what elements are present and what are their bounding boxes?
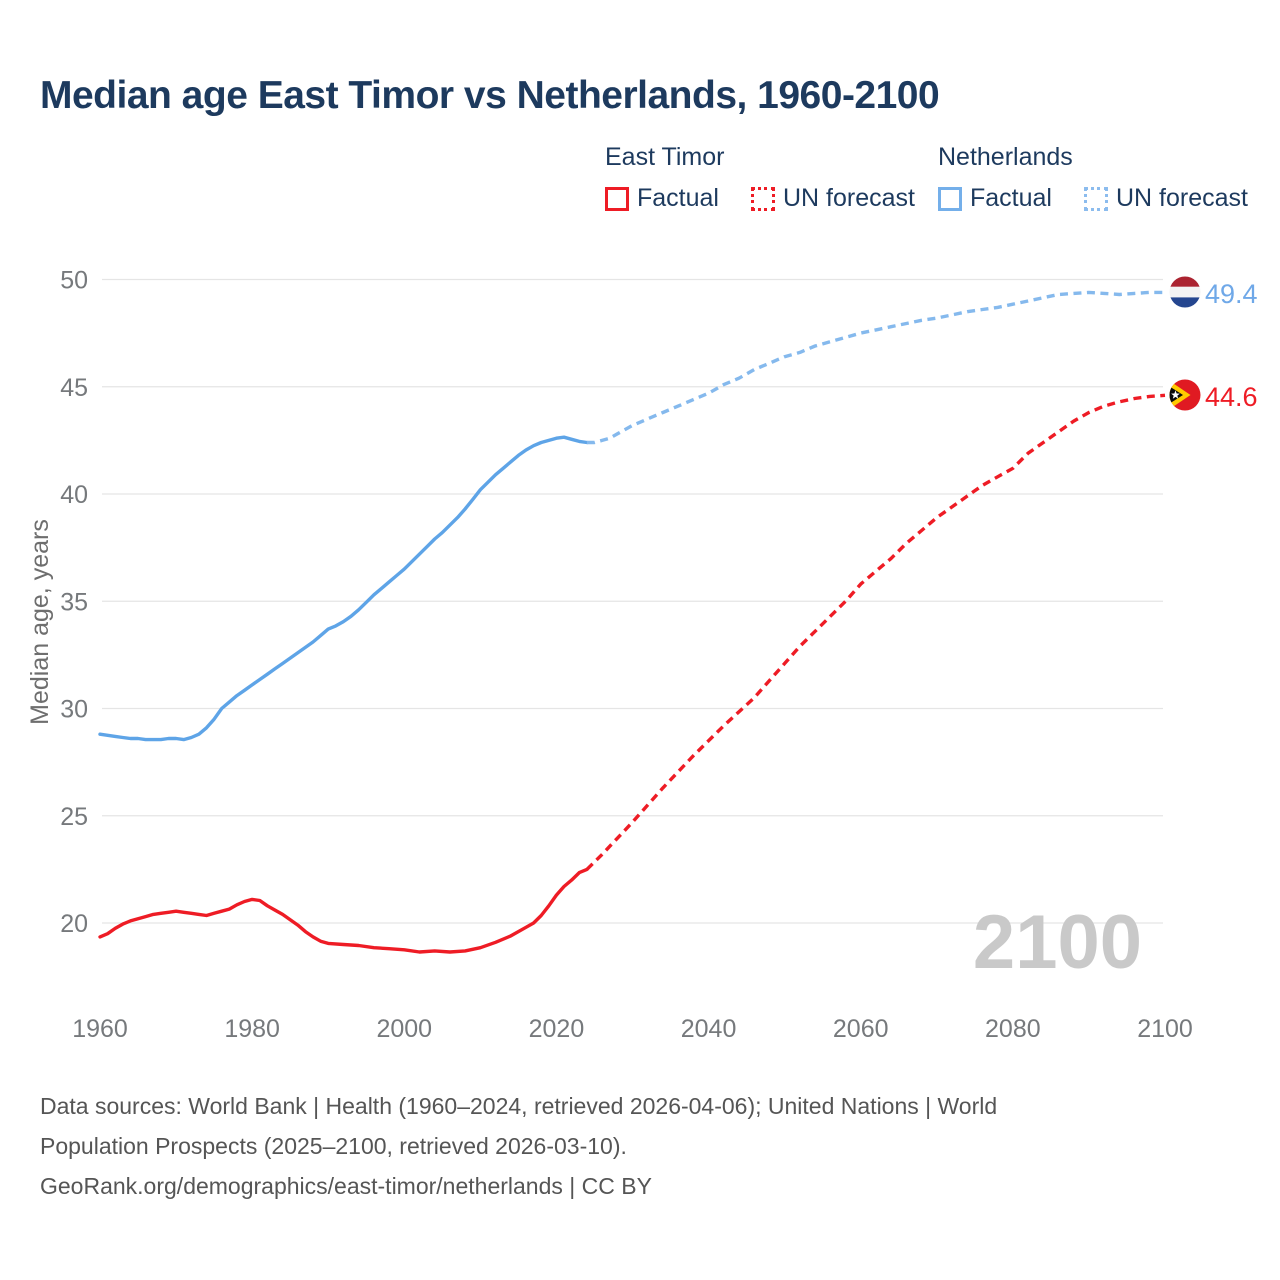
legend-item-east-timor-forecast: UN forecast — [782, 184, 915, 212]
series-line — [98, 867, 589, 954]
x-axis-tick-label: 2040 — [681, 1015, 737, 1043]
x-axis-tick-label: 1980 — [224, 1015, 280, 1043]
legend-swatch-netherlands-forecast-icon — [1083, 186, 1108, 211]
legend-group-east-timor: East Timor Factual UN forecast — [605, 143, 915, 213]
legend-items-east-timor: Factual UN forecast — [605, 184, 915, 213]
legend-group-title: East Timor — [605, 143, 725, 171]
legend-item-east-timor-factual: Factual — [637, 184, 719, 212]
y-axis-tick-label: 40 — [60, 481, 88, 509]
y-axis-tick-label: 45 — [60, 374, 88, 402]
series-line — [585, 393, 1166, 871]
netherlands-flag-icon — [1169, 276, 1201, 308]
y-axis-tick-label: 50 — [60, 267, 88, 295]
x-axis-tick-label: 2080 — [985, 1015, 1041, 1043]
east-timor-flag-icon — [1169, 379, 1201, 411]
x-axis-tick-label: 2000 — [376, 1015, 432, 1043]
legend-item-netherlands-factual: Factual — [970, 184, 1052, 212]
footer-line-1: Data sources: World Bank | Health (1960–… — [40, 1093, 998, 1119]
footer-line-3: GeoRank.org/demographics/east-timor/neth… — [40, 1173, 652, 1199]
footer-line-2: Population Prospects (2025–2100, retriev… — [40, 1133, 627, 1159]
legend-swatch-netherlands-factual-icon — [938, 186, 962, 211]
x-axis-tick-label: 1960 — [72, 1015, 128, 1043]
x-axis-tick-label: 2020 — [529, 1015, 585, 1043]
y-axis-title: Median age, years — [26, 519, 54, 725]
x-axis-tick-label: 2060 — [833, 1015, 889, 1043]
y-axis-tick-label: 35 — [60, 588, 88, 616]
legend-swatch-east-timor-factual-icon — [605, 186, 629, 211]
legend-group-title: Netherlands — [938, 143, 1073, 171]
series-line — [586, 290, 1165, 445]
footer-attribution: Data sources: World Bank | Health (1960–… — [40, 1086, 997, 1206]
legend-items-netherlands: Factual UN forecast — [938, 184, 1248, 213]
watermark-end-year: 2100 — [973, 900, 1142, 985]
y-axis-tick-label: 30 — [60, 696, 88, 724]
netherlands-end-value: 49.4 — [1205, 279, 1258, 309]
legend-swatch-east-timor-forecast-icon — [750, 186, 775, 211]
east-timor-end-value: 44.6 — [1205, 382, 1258, 412]
legend-item-netherlands-forecast: UN forecast — [1115, 184, 1248, 212]
y-axis-tick-label: 20 — [60, 910, 88, 938]
legend-group-netherlands: Netherlands Factual UN forecast — [938, 143, 1248, 213]
x-axis-tick-label: 2100 — [1137, 1015, 1193, 1043]
y-axis-tick-label: 25 — [60, 803, 88, 831]
series-line — [98, 435, 589, 742]
chart-title: Median age East Timor vs Netherlands, 19… — [40, 74, 940, 117]
